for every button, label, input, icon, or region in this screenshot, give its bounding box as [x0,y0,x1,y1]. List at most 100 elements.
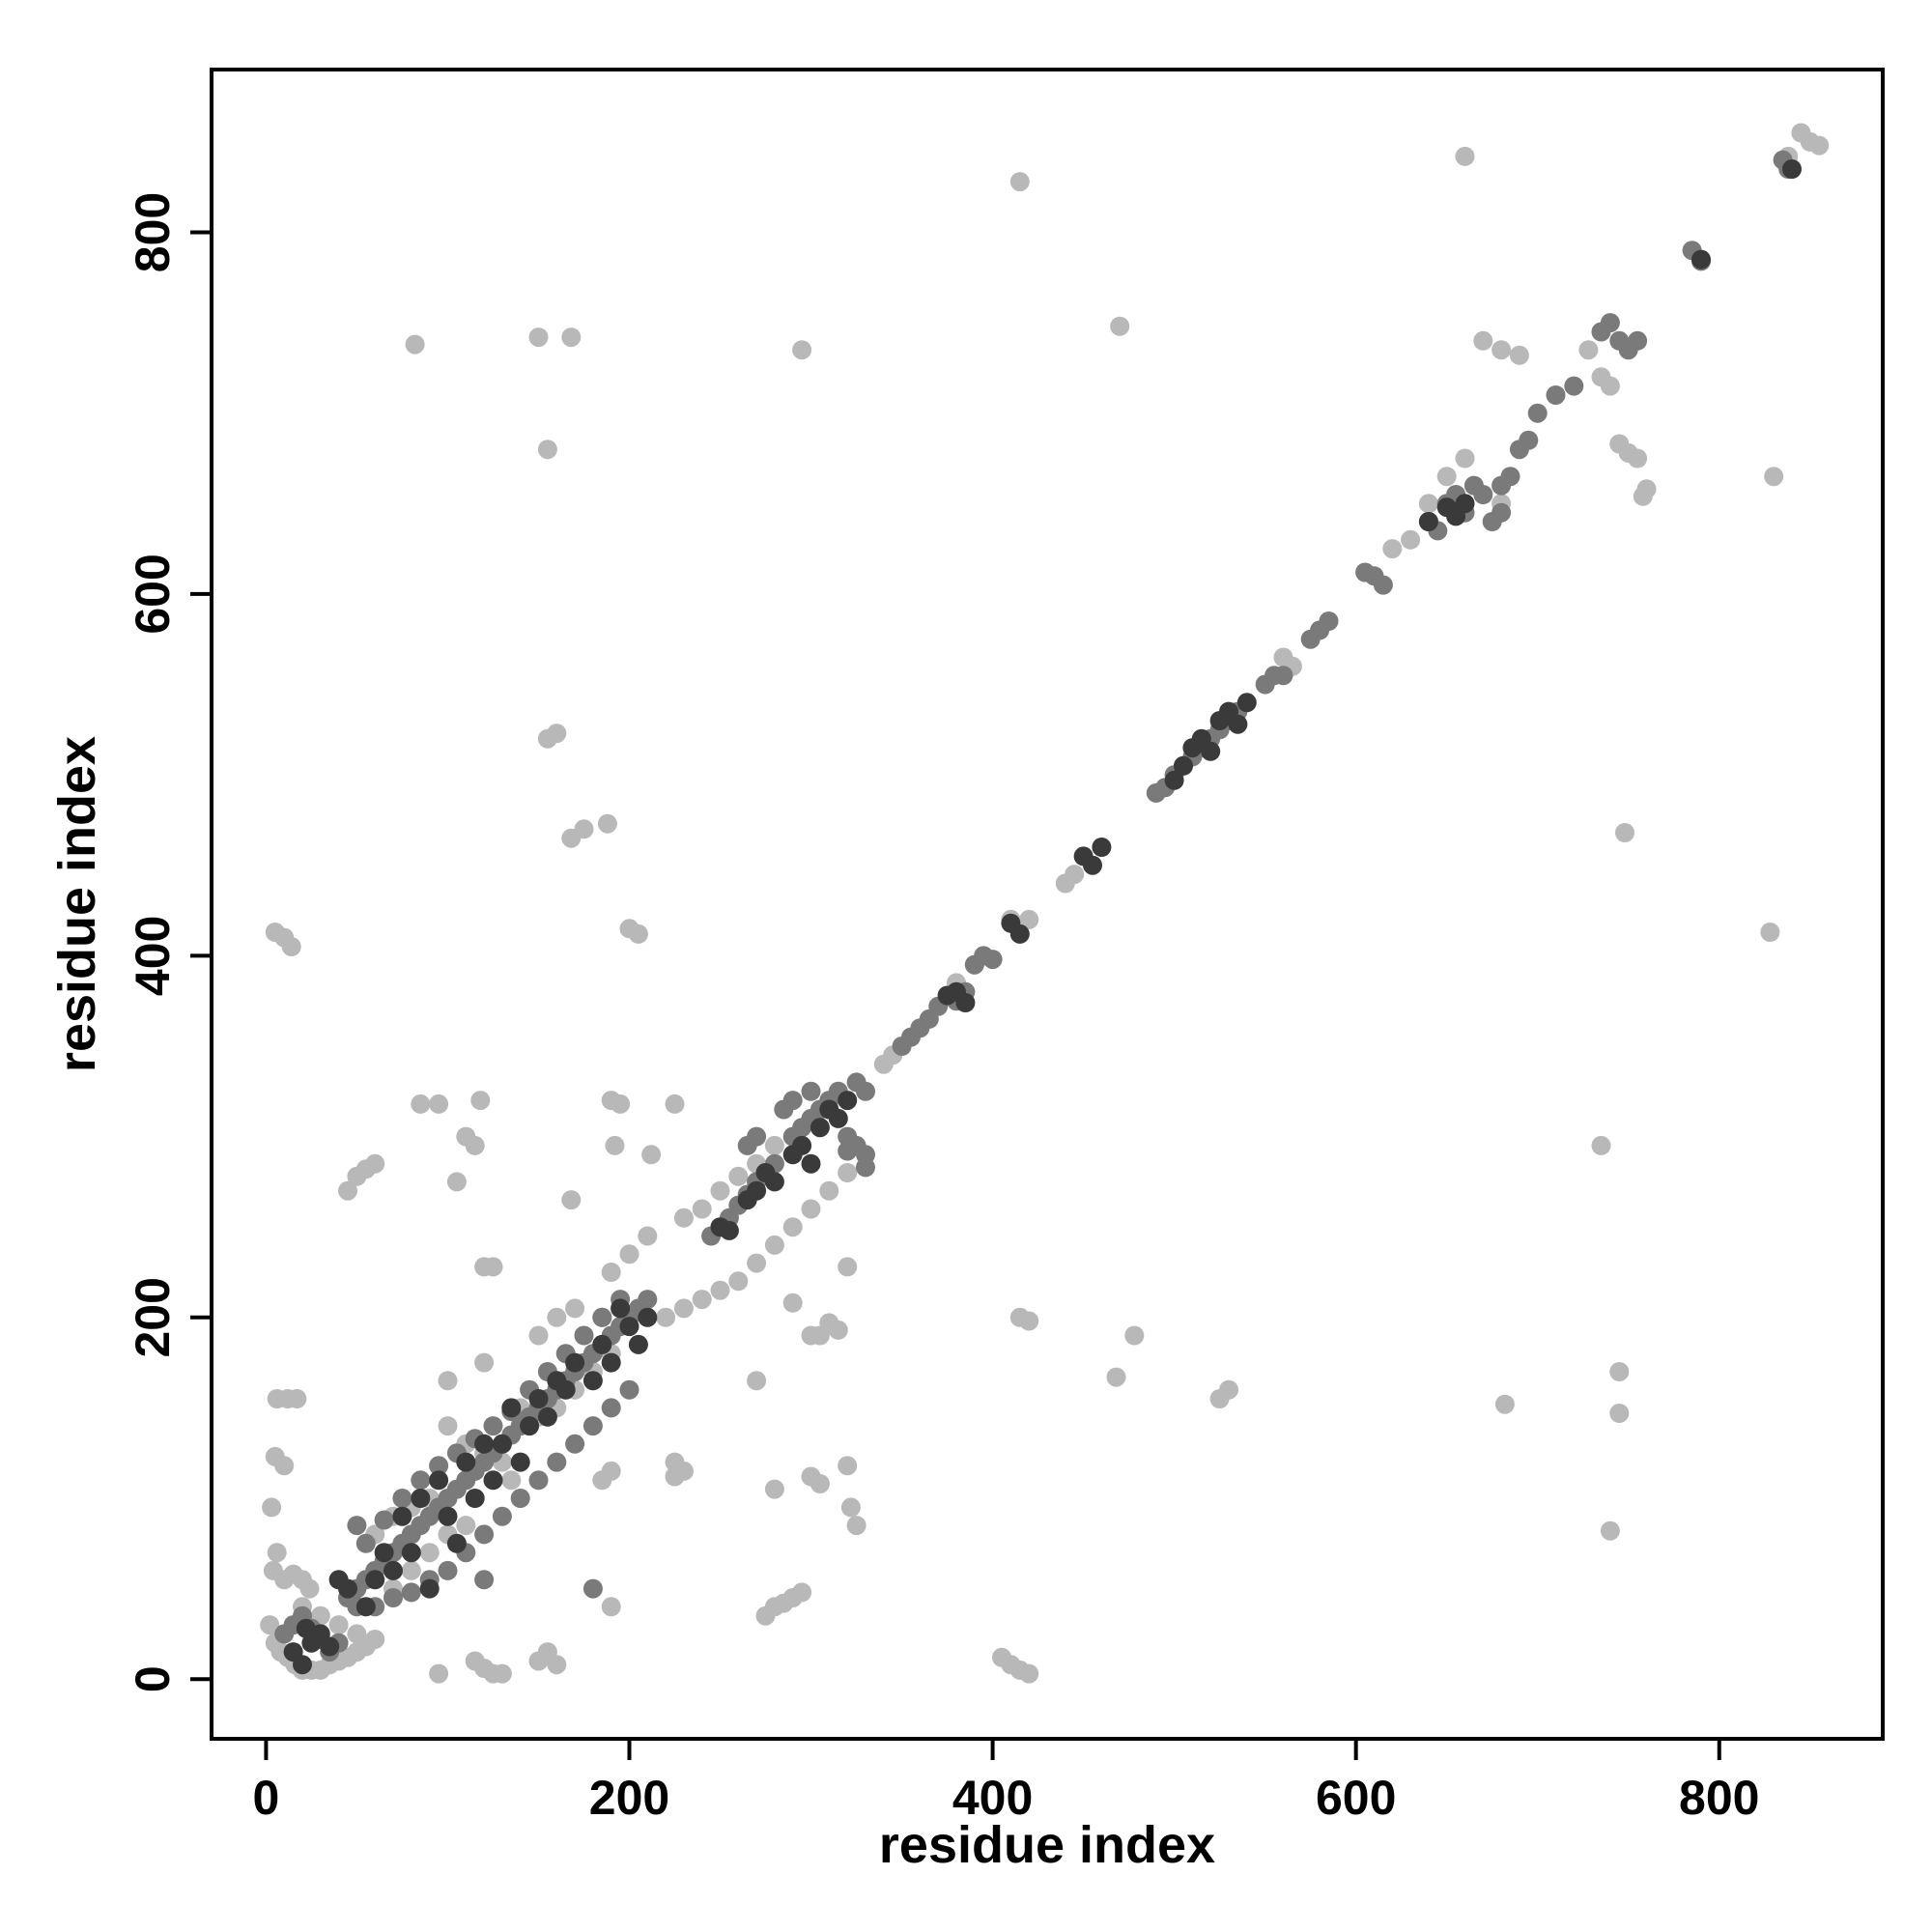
data-point-light [1760,923,1780,942]
data-point-light [764,1135,784,1155]
data-point-light [483,1257,503,1277]
data-point-light [528,327,549,348]
data-point-dark [384,1560,403,1580]
data-point-medium [438,1560,458,1580]
data-point-medium [474,1524,495,1545]
data-point-dark [374,1543,394,1563]
data-point-light [429,1094,449,1114]
data-point-light [665,1466,685,1487]
data-point-dark [1228,714,1248,734]
data-point-medium [355,1533,376,1553]
data-point-medium [1527,403,1548,423]
data-point-light [601,1597,621,1617]
data-point-light [1509,345,1529,365]
data-point-light [547,1655,567,1675]
data-point-light [405,334,425,355]
data-point-dark [619,1317,639,1337]
data-point-medium [801,1081,821,1101]
data-point-light [365,1630,385,1649]
data-point-light [565,1298,585,1319]
data-point-light [605,1135,625,1155]
data-point-dark [419,1578,440,1599]
data-point-light [792,340,812,360]
data-point-dark [355,1597,376,1617]
y-tick-label: 200 [126,1277,180,1357]
data-point-dark [474,1434,495,1454]
data-point-medium [547,1452,567,1472]
data-point-light [281,937,301,956]
data-point-dark [483,1470,503,1491]
data-point-dark [501,1398,522,1418]
data-point-dark [611,1298,631,1319]
data-point-light [1009,172,1030,192]
data-point-dark [465,1489,485,1508]
data-point-dark [1009,923,1030,944]
data-point-medium [1473,485,1493,504]
data-point-light [747,1371,767,1391]
data-point-dark [401,1543,421,1563]
x-tick-label: 200 [589,1771,669,1825]
data-point-dark [392,1506,412,1526]
data-point-dark [828,1108,848,1128]
data-point-dark [446,1533,467,1553]
data-point-dark [628,1334,648,1354]
data-point-medium [601,1398,621,1418]
data-point-medium [574,1325,594,1346]
data-point-light [446,1172,467,1192]
data-point-dark [565,1352,585,1373]
data-point-dark [411,1489,431,1508]
data-point-light [1019,1663,1039,1684]
data-point-light [561,327,582,348]
data-point-dark [520,1416,540,1436]
data-point-light [838,1163,858,1182]
data-point-light [1401,529,1421,550]
data-point-light [673,1208,694,1228]
data-point-light [1065,865,1085,885]
data-point-light [1455,448,1475,469]
data-point-medium [528,1470,549,1491]
data-point-light [792,1582,812,1603]
data-point-light [819,1180,839,1201]
data-point-light [1494,1394,1515,1414]
data-point-light [1628,448,1648,469]
data-point-light [1578,340,1599,360]
data-point-dark [537,1406,557,1427]
y-axis-title: residue index [48,736,106,1072]
data-point-light [438,1371,458,1391]
data-point-medium [411,1470,431,1491]
data-point-light [619,1244,639,1264]
x-axis-title: residue index [879,1816,1215,1874]
data-point-medium [982,950,1003,970]
data-point-dark [1201,741,1221,761]
y-tick-label: 800 [126,192,180,272]
data-point-medium [565,1434,585,1454]
data-point-light [641,1145,662,1165]
data-point-light [611,1094,631,1114]
data-point-light [262,1497,282,1518]
data-point-light [1764,467,1784,487]
data-point-light [1019,909,1039,929]
data-point-dark [1164,770,1184,790]
y-tick-label: 400 [126,916,180,996]
data-point-dark [429,1470,449,1491]
data-point-light [365,1153,385,1174]
data-point-light [287,1389,307,1408]
data-point-light [547,1307,567,1327]
data-point-light [465,1135,485,1155]
data-point-light [1636,479,1657,499]
data-point-light [1418,494,1438,514]
data-point-dark [1418,512,1438,531]
y-axis: 0 200 400 600 800 [126,192,212,1692]
data-point-dark [810,1118,830,1138]
data-point-dark [365,1570,385,1590]
x-tick-label: 0 [253,1771,280,1825]
data-point-medium [592,1307,612,1327]
data-point-dark [1455,494,1475,514]
data-point-light [1110,316,1130,336]
data-point-dark [955,993,976,1012]
data-point-light [656,1307,676,1327]
data-point-light [328,1615,349,1635]
data-point-light [728,1271,749,1292]
data-point-light [1124,1325,1145,1346]
data-point-light [474,1352,495,1373]
